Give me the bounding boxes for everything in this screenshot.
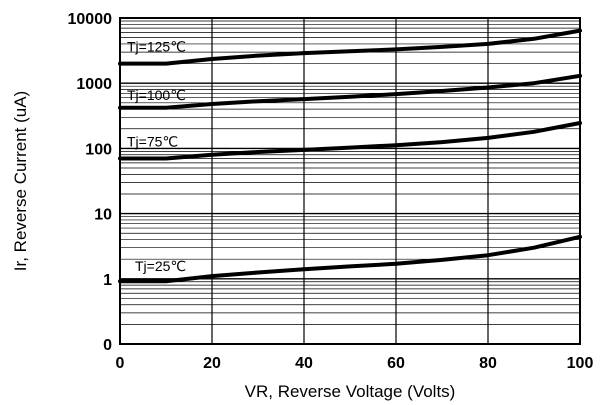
- y-tick-label: 1000: [76, 76, 112, 93]
- y-tick-labels: 0 1 10 100 1000 10000: [68, 11, 113, 354]
- x-tick-labels: 0 20 40 60 80 100: [116, 355, 594, 372]
- y-tick-label: 1: [103, 272, 112, 289]
- x-tick-label: 20: [203, 355, 221, 372]
- x-tick-label: 80: [479, 355, 497, 372]
- plot-frame: [119, 17, 581, 345]
- series-line: [118, 234, 582, 284]
- series-line: [118, 28, 582, 66]
- y-tick-label: 100: [85, 141, 112, 158]
- series-label: Tj=100℃: [127, 87, 186, 103]
- y-tick-label: 10000: [68, 11, 113, 28]
- grid: [120, 18, 580, 344]
- y-axis-title: Ir, Reverse Current (uA): [11, 91, 30, 271]
- series-line: [118, 121, 582, 161]
- y-tick-label: 0: [103, 337, 112, 354]
- y-tick-label: 10: [94, 207, 112, 224]
- x-tick-label: 100: [567, 355, 594, 372]
- x-axis-title: VR, Reverse Voltage (Volts): [245, 382, 456, 401]
- series-labels: Tj=125℃ Tj=100℃ Tj=75℃ Tj=25℃: [127, 39, 186, 275]
- x-tick-label: 40: [295, 355, 313, 372]
- x-tick-label: 60: [387, 355, 405, 372]
- x-tick-label: 0: [116, 355, 125, 372]
- series-label: Tj=25℃: [135, 258, 186, 274]
- series-line: [118, 73, 582, 110]
- series-label: Tj=125℃: [127, 39, 186, 55]
- series-label: Tj=75℃: [127, 133, 178, 149]
- series-lines: [118, 28, 582, 284]
